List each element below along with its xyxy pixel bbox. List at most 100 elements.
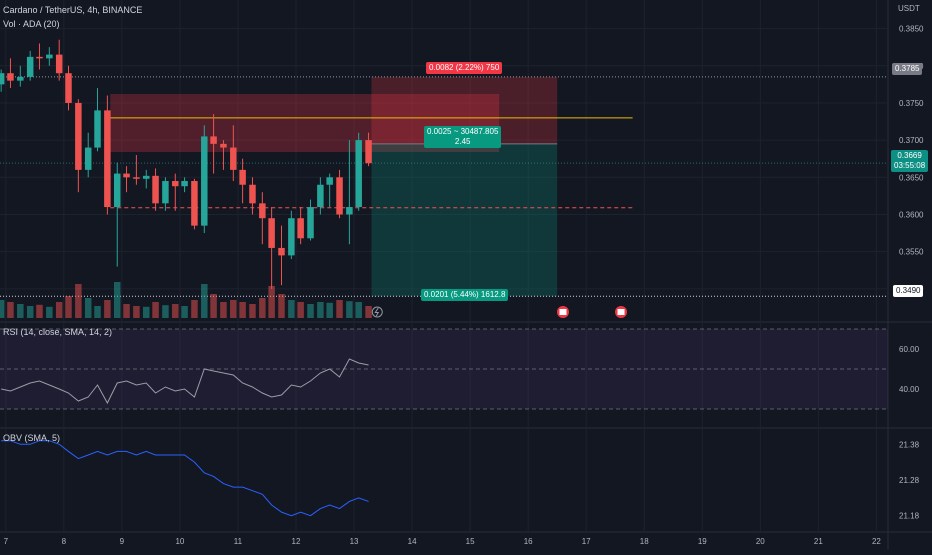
candle-body [7, 73, 14, 81]
volume-bar [162, 305, 169, 318]
candle-body [46, 54, 53, 59]
calendar-event-icon [617, 309, 625, 315]
volume-bar [143, 306, 150, 318]
volume-bar [268, 286, 275, 318]
volume-bar [152, 302, 159, 318]
candle-body [230, 147, 237, 170]
stop-loss-tag[interactable]: 0.0082 (2.22%) 750 [426, 62, 503, 74]
countdown-timer: 03:55:08 [894, 161, 926, 170]
candle-body [104, 110, 111, 208]
volume-bar [7, 302, 14, 318]
price-tick-label: 0.3600 [899, 210, 924, 219]
volume-bar [278, 294, 285, 318]
obv-label: OBV (SMA, 5) [3, 433, 61, 443]
candle-body [268, 218, 275, 248]
volume-bar [26, 306, 34, 318]
time-tick-label: 15 [466, 537, 475, 546]
volume-bar [94, 306, 101, 318]
obv-tick-label: 21.38 [899, 440, 920, 449]
obv-tick-label: 21.28 [899, 476, 920, 485]
candle-body [201, 136, 208, 226]
time-tick-label: 8 [62, 537, 67, 546]
time-tick-label: 19 [698, 537, 707, 546]
rsi-tick-label: 60.00 [899, 345, 920, 354]
volume-bar [104, 300, 111, 318]
candle-body [326, 177, 333, 185]
volume-bar [191, 300, 198, 318]
price-tick-label: 0.3850 [899, 25, 924, 34]
current-price-value: 0.3669 [897, 151, 922, 160]
volume-bar [326, 302, 333, 318]
time-tick-label: 17 [582, 537, 591, 546]
candle-body [365, 140, 372, 164]
volume-bar [55, 302, 63, 318]
volume-bar [65, 296, 72, 318]
candle-body [0, 73, 5, 85]
candle-body [123, 173, 130, 178]
price-tick-label: 0.3650 [899, 173, 924, 182]
volume-label: Vol · ADA (20) [3, 19, 60, 29]
volume-bar [249, 304, 256, 318]
level-top-badge: 0.3785 [892, 63, 923, 75]
volume-bar [181, 306, 188, 318]
candle-body [220, 143, 227, 148]
time-tick-label: 18 [640, 537, 649, 546]
volume-bar [259, 298, 266, 318]
time-tick-label: 20 [756, 537, 765, 546]
candle-body [191, 181, 198, 226]
flash-icon [374, 307, 380, 317]
level-bottom-badge: 0.3490 [893, 285, 924, 297]
volume-bar [230, 300, 237, 318]
candle-body [143, 175, 150, 179]
candle-body [278, 247, 285, 256]
symbol-title: Cardano / TetherUS, 4h, BINANCE [3, 5, 143, 15]
volume-bar [123, 304, 130, 318]
quote-currency: USDT [898, 4, 920, 13]
volume-bar [36, 304, 43, 318]
time-tick-label: 16 [524, 537, 533, 546]
flash-icon [371, 306, 383, 318]
take-profit-tag[interactable]: 0.0201 (5.44%) 1612.8 [421, 289, 509, 301]
volume-bar [288, 300, 295, 318]
candle-body [181, 181, 188, 187]
volume-bar [307, 304, 314, 318]
candle-body [152, 175, 159, 204]
volume-bar [0, 300, 5, 318]
candle-body [239, 169, 246, 185]
candle-body [65, 73, 72, 103]
volume-bar [220, 302, 227, 318]
volume-bar [346, 301, 353, 318]
volume-bar [355, 302, 362, 318]
volume-bar [17, 304, 24, 318]
rsi-line [1, 358, 369, 405]
candle-body [172, 181, 179, 187]
rsi-tick-label: 40.00 [899, 385, 920, 394]
candle-body [210, 136, 217, 144]
time-tick-label: 22 [872, 537, 881, 546]
candle-body [249, 184, 256, 204]
calendar-event-icon [559, 309, 567, 315]
price-tick-label: 0.3750 [899, 99, 924, 108]
volume-bar [365, 306, 372, 318]
volume-bar [75, 284, 82, 318]
rsi-label: RSI (14, close, SMA, 14, 2) [3, 327, 113, 337]
candle-body [94, 110, 101, 148]
volume-bar [239, 302, 246, 318]
candle-body [355, 140, 362, 208]
volume-bar [201, 284, 208, 318]
time-tick-label: 9 [120, 537, 125, 546]
entry-tag[interactable]: 0.0025 ~ 30487.805 2.45 [424, 126, 502, 148]
candle-body [307, 207, 314, 239]
candle-body [297, 218, 304, 239]
candle-body [17, 76, 24, 81]
candle-body [133, 177, 140, 179]
volume-bar [317, 302, 324, 318]
candle-body [26, 56, 34, 77]
price-tick-label: 0.3550 [899, 248, 924, 257]
obv-line [1, 440, 369, 517]
volume-bar [113, 282, 121, 318]
entry-tag-ratio: 2.45 [454, 137, 471, 146]
volume-bar [46, 306, 53, 318]
